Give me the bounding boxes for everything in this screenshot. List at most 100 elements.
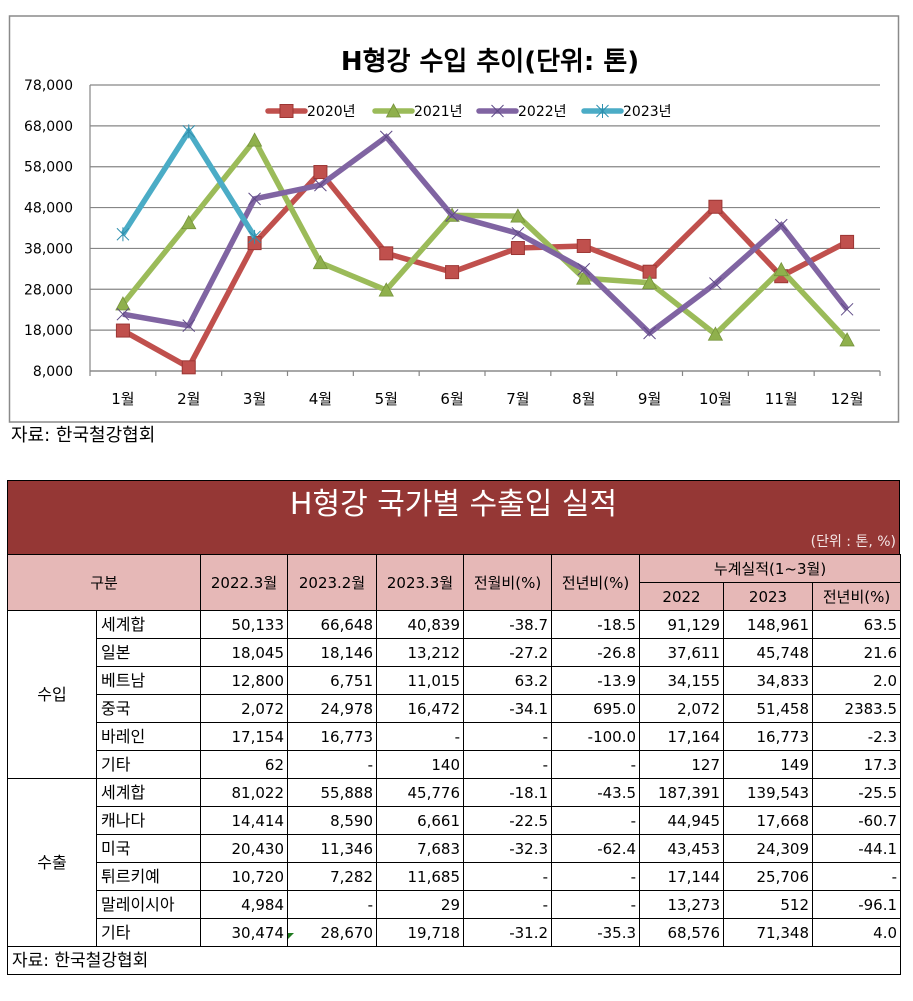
cum-yoy-change: 2383.5	[812, 694, 902, 723]
value-2023-03: 7,683	[376, 834, 465, 863]
cum-yoy-change: -96.1	[812, 890, 902, 919]
value-2023-02: 6,751	[287, 666, 378, 695]
data-point-2022-m4	[314, 178, 327, 192]
value-2022-03: 81,022	[200, 778, 289, 807]
country-name: 중국	[95, 694, 202, 723]
table-body: 수입 세계합 50,133 66,648 40,839 -38.7 -18.5 91,129 1…	[7, 610, 902, 947]
y-tick-label: 58,000	[24, 160, 73, 176]
yoy-change: -	[551, 890, 641, 919]
data-point-2020-m12	[840, 234, 855, 249]
country-name: 기타	[95, 918, 202, 947]
mom-change: -32.3	[463, 834, 553, 863]
cum-yoy-change: 63.5	[812, 610, 902, 639]
yoy-change: -13.9	[551, 666, 641, 695]
data-point-2022-m6	[445, 208, 459, 222]
yoy-change: 695.0	[551, 694, 641, 723]
data-point-2021-m4	[312, 254, 329, 270]
data-point-2022-m7	[511, 226, 525, 240]
value-2022-03: 17,154	[200, 722, 289, 751]
mom-change: 63.2	[463, 666, 553, 695]
axis-layer: 8,000 18,000 28,000 38,000 48,000 58,000 68,00…	[24, 78, 881, 408]
data-point-2020-m4	[313, 165, 328, 180]
cum-2022: 2,072	[639, 694, 725, 723]
table-row: 말레이시아 4,984-29- -13,273 512 -96.1	[8, 890, 902, 919]
header-cum-yoy: 전년비(%)	[812, 582, 902, 611]
x-tick-label: 3월	[243, 390, 266, 408]
table-source-row: 자료: 한국철강협회	[6, 946, 902, 975]
data-point-2023-m3	[248, 229, 261, 244]
x-tick-label: 6월	[440, 390, 463, 408]
y-tick-label: 48,000	[24, 201, 73, 217]
value-2023-02: 16,773	[287, 722, 378, 751]
value-2023-02: -	[287, 890, 378, 919]
data-point-2020-m6	[445, 265, 460, 280]
table-title-band: H형강 국가별 수출입 실적 (단위 : 톤, %)	[7, 480, 900, 555]
value-2023-03: 13,212	[376, 638, 465, 667]
value-2023-03: 19,718	[376, 918, 465, 947]
data-point-2020-m8	[576, 238, 591, 253]
group-label: 수출	[7, 778, 97, 947]
y-tick-label: 78,000	[24, 78, 73, 94]
series-layer	[115, 124, 855, 375]
data-point-2021-m12	[839, 332, 855, 347]
yoy-change: -35.3	[551, 918, 641, 947]
header-yoy: 전년비(%)	[551, 554, 641, 611]
value-2023-03: 11,015	[376, 666, 465, 695]
country-name: 말레이시아	[95, 890, 202, 919]
cum-2023: 148,961	[723, 610, 814, 639]
cum-2022: 127	[639, 750, 725, 779]
yoy-change: -62.4	[551, 834, 641, 863]
table-row: 수출 세계합 81,022 55,888 45,776 -18.1 -43.5 187,391…	[7, 778, 902, 947]
table-source-note: 자료: 한국철강협회	[6, 946, 902, 975]
table-row: 바레인 17,154 16,773- - -100.0 17,164 16,773 -2.3	[8, 722, 902, 751]
series-line-2020	[121, 167, 849, 372]
table-row: 기타 62-140- -127 149 17.3	[8, 750, 902, 779]
header-2022-03: 2022.3월	[200, 554, 289, 611]
cum-2023: 16,773	[723, 722, 814, 751]
mom-change: -	[463, 722, 553, 751]
cum-2023: 71,348	[723, 918, 814, 947]
value-2023-03: 29	[376, 890, 465, 919]
cell-comment-indicator-icon	[288, 933, 294, 939]
data-point-2022-m1	[116, 307, 130, 321]
data-point-2021-m11	[773, 261, 789, 277]
y-tick-label: 28,000	[24, 282, 73, 298]
cum-yoy-change: -44.1	[812, 834, 902, 863]
cum-2023: 24,309	[723, 834, 814, 863]
x-tick-label: 4월	[309, 390, 332, 408]
cum-2022: 17,164	[639, 722, 725, 751]
x-tick-label: 7월	[506, 390, 529, 408]
x-tick-label: 11월	[765, 390, 798, 408]
value-2023-02: 55,888	[287, 778, 378, 807]
y-tick-label: 38,000	[24, 241, 73, 257]
country-name: 세계합	[95, 778, 202, 807]
cum-2022: 37,611	[639, 638, 725, 667]
country-name: 캐나다	[95, 806, 202, 835]
x-tick-label: 5월	[375, 390, 398, 408]
yoy-change: -	[551, 862, 641, 891]
mom-change: -	[463, 750, 553, 779]
legend-label-2021: 2021년	[414, 104, 463, 120]
value-2022-03: 2,072	[200, 694, 289, 723]
legend-square-icon	[279, 104, 294, 118]
country-name: 세계합	[95, 610, 202, 639]
value-2022-03: 18,045	[200, 638, 289, 667]
header-cum-2023: 2023	[723, 582, 814, 611]
country-name: 튀르키예	[95, 862, 202, 891]
cum-2023: 45,748	[723, 638, 814, 667]
table-title: H형강 국가별 수출입 실적	[289, 487, 618, 522]
table-row: 베트남 12,800 6,751 11,015 63.2 -13.9 34,155 34,83…	[8, 666, 902, 695]
value-2022-03: 4,984	[200, 890, 289, 919]
cum-2022: 44,945	[639, 806, 725, 835]
data-point-2021-m2	[181, 214, 197, 230]
value-2023-03: 45,776	[376, 778, 465, 807]
data-point-2022-m5	[379, 130, 393, 144]
value-2023-03: -	[376, 722, 465, 751]
legend-x-icon	[491, 104, 504, 118]
cum-yoy-change: 17.3	[812, 750, 902, 779]
data-point-2021-m9	[641, 274, 658, 290]
value-2022-03: 12,800	[200, 666, 289, 695]
cum-2023: 512	[723, 890, 814, 919]
value-2023-02: 18,146	[287, 638, 378, 667]
cum-yoy-change: -25.5	[812, 778, 902, 807]
